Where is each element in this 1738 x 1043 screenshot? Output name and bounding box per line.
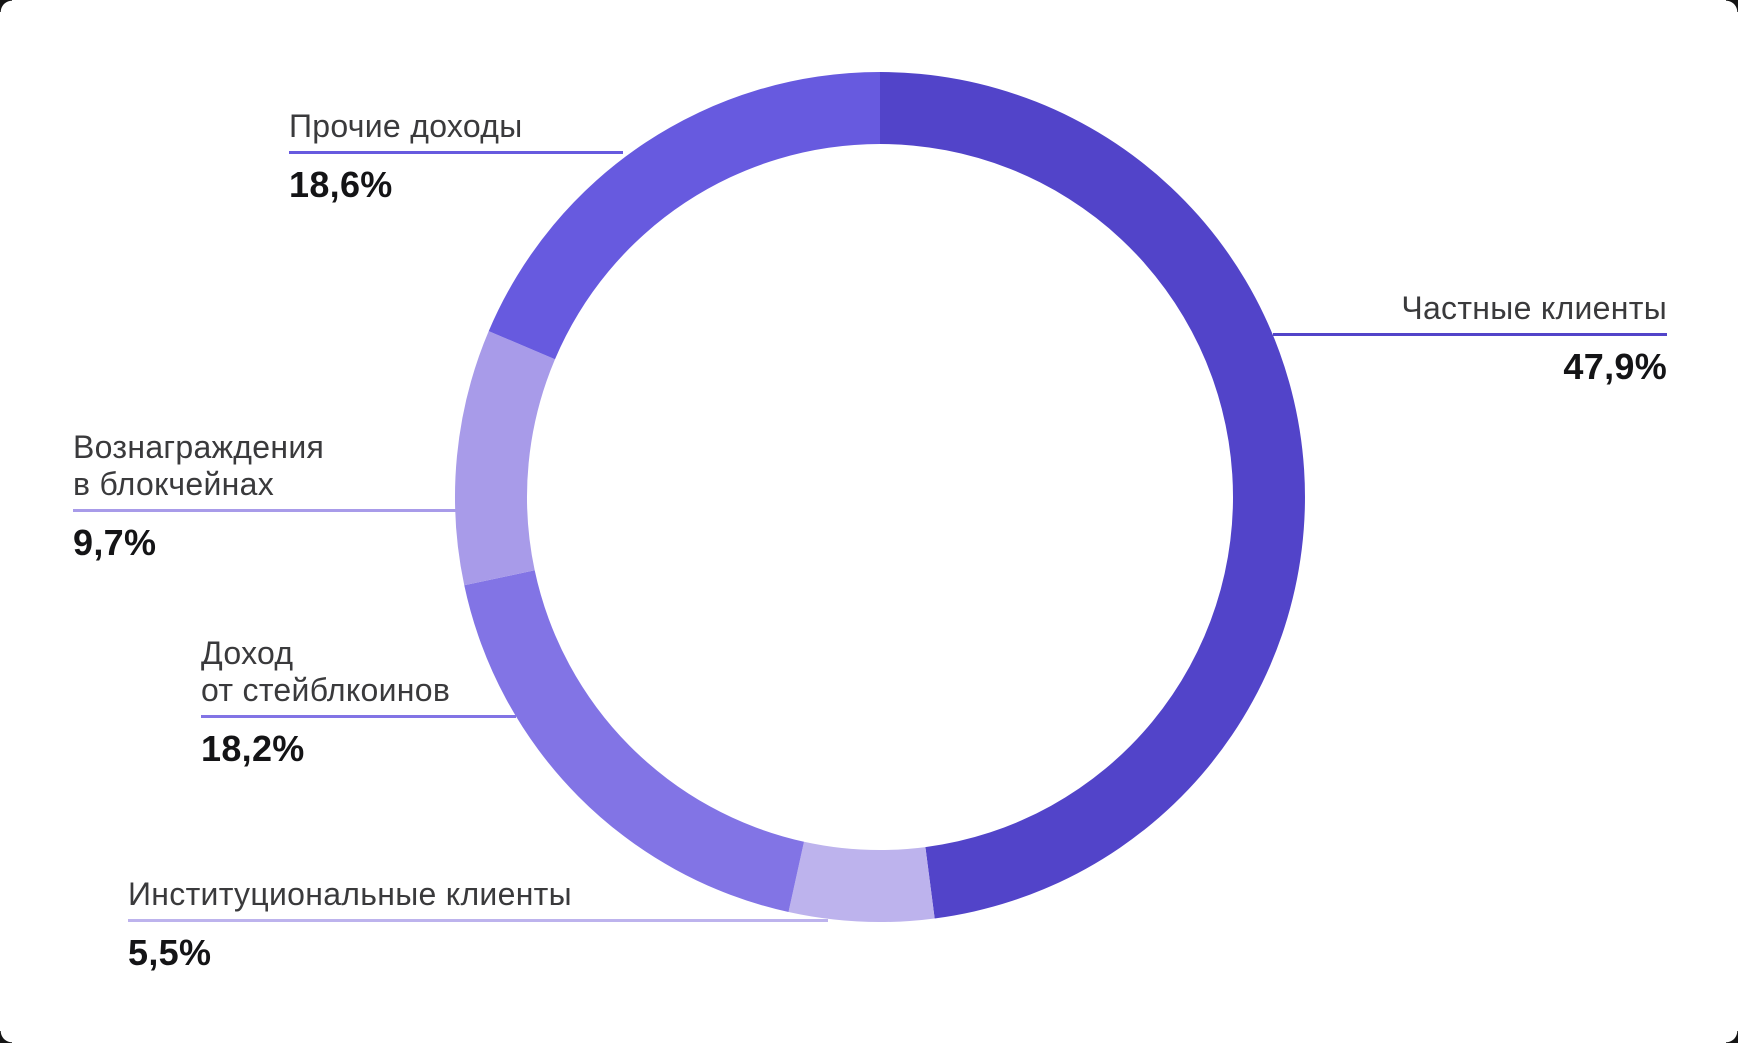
screenshot-corner-mask bbox=[0, 0, 12, 12]
dokhod-leader-line bbox=[201, 715, 516, 718]
donut-segment-instit bbox=[788, 841, 935, 922]
prochie-dokhody-label: Прочие доходы bbox=[289, 108, 523, 144]
dokhod-steyblkoiny-value: 18,2% bbox=[201, 728, 305, 769]
voznagrazhdeniya-value: 9,7% bbox=[73, 522, 157, 563]
donut-segment-prochie bbox=[488, 72, 880, 360]
donut-segment-voznagr bbox=[455, 331, 555, 586]
prochie-leader-line bbox=[289, 151, 623, 154]
institutsionalnye-leader-line bbox=[128, 919, 828, 922]
callout-prochie-dokhody: Прочие доходы 18,6% bbox=[289, 108, 623, 206]
screenshot-corner-mask bbox=[0, 1031, 12, 1043]
chastnye-klienty-value: 47,9% bbox=[1563, 346, 1667, 387]
callout-chastnye-klienty: Частные клиенты 47,9% bbox=[1273, 290, 1667, 388]
voznagrazhdeniya-leader-line bbox=[73, 509, 456, 512]
callout-institutsionalnye: Институциональные клиенты 5,5% bbox=[128, 876, 828, 974]
voznagrazhdeniya-label: Вознаграждения в блокчейнах bbox=[73, 429, 325, 502]
donut-segment-dokhod bbox=[464, 570, 804, 913]
institutsionalnye-label: Институциональные клиенты bbox=[128, 876, 572, 912]
screenshot-corner-mask bbox=[1726, 0, 1738, 12]
callout-voznagrazhdeniya: Вознаграждения в блокчейнах 9,7% bbox=[73, 429, 456, 564]
prochie-dokhody-value: 18,6% bbox=[289, 164, 393, 205]
chastnye-leader-line bbox=[1273, 333, 1667, 336]
screenshot-corner-mask bbox=[1726, 1031, 1738, 1043]
chastnye-klienty-label: Частные клиенты bbox=[1401, 290, 1667, 326]
institutsionalnye-value: 5,5% bbox=[128, 932, 212, 973]
callout-dokhod-steyblkoiny: Доход от стейблкоинов 18,2% bbox=[201, 635, 516, 770]
donut-segment-chastnye bbox=[880, 72, 1305, 919]
dokhod-steyblkoiny-label: Доход от стейблкоинов bbox=[201, 635, 451, 708]
